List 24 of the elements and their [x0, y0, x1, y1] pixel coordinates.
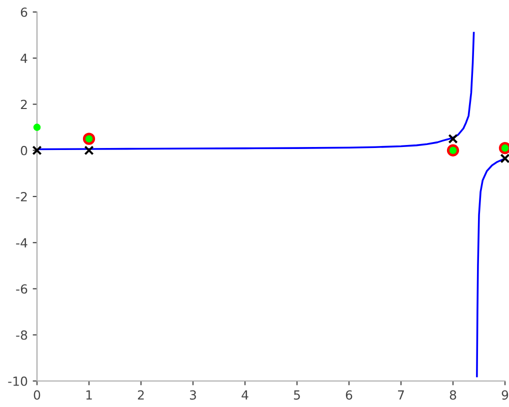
y-tick-label: 2 [20, 100, 27, 109]
x-tick-label: 0 [34, 390, 40, 400]
x-tick-label: 3 [190, 390, 196, 400]
point [448, 134, 458, 144]
x-tick-label: 7 [398, 390, 404, 400]
x-tick-label: 9 [502, 390, 508, 400]
x-tick-label: 4 [242, 390, 248, 400]
point [33, 124, 41, 131]
x-tick-label: 5 [294, 390, 300, 400]
y-tick-label: -10 [8, 376, 28, 386]
y-tick-label: -2 [16, 192, 27, 202]
x-tick-label: 6 [346, 390, 352, 400]
y-tick-label: -4 [16, 238, 28, 248]
x-tick-label: 1 [86, 390, 92, 400]
x-tick-label: 8 [450, 390, 456, 400]
point [84, 146, 94, 156]
x-tick-label: 2 [138, 390, 144, 400]
y-tick-label: 6 [20, 7, 28, 17]
y-tick-label: 0 [20, 146, 28, 156]
y-tick-label: -8 [16, 330, 28, 340]
y-tick-label: 4 [20, 54, 28, 63]
point [32, 146, 42, 156]
y-tick-label: -6 [16, 284, 28, 294]
point [500, 154, 509, 164]
